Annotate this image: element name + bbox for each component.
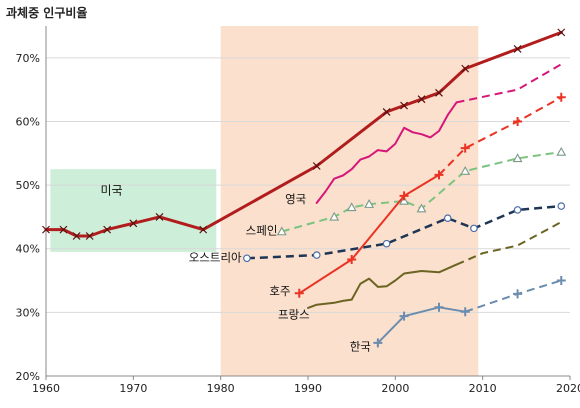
data-point-plus <box>556 276 566 286</box>
series-label: 오스트리아 <box>189 250 242 264</box>
series-line-dashed <box>438 96 562 176</box>
data-point-x <box>72 232 81 240</box>
data-point-x <box>435 88 443 97</box>
x-tick-label: 1960 <box>32 382 60 395</box>
series-label: 영국 <box>285 192 306 206</box>
y-tick-label: 60% <box>16 115 40 128</box>
series-line-solid <box>315 101 458 204</box>
grid-lines <box>46 57 570 313</box>
data-point-plus <box>513 289 523 299</box>
data-point-x <box>513 44 522 53</box>
data-point-circle <box>443 214 452 222</box>
data-point-triangle <box>460 165 471 175</box>
data-point-plus <box>556 92 566 102</box>
series-layer <box>42 28 567 348</box>
y-tick-label: 30% <box>16 306 40 319</box>
data-point-plus <box>373 338 383 348</box>
data-point-triangle <box>416 203 427 213</box>
series-6 <box>373 276 566 348</box>
series-line-dashed <box>456 63 562 104</box>
y-tick-label: 50% <box>16 179 40 192</box>
data-point-circle <box>243 254 251 263</box>
data-point-x <box>382 107 391 116</box>
axes: 20% 30% 40% 50% 60% 70% 1960 1970 1980 1990 2000 20… <box>16 26 580 395</box>
data-point-triangle <box>346 202 357 212</box>
series-5 <box>307 221 562 309</box>
data-point-x <box>155 212 164 221</box>
highlight-band-1 <box>220 26 479 376</box>
series-label: 스페인 <box>246 224 278 238</box>
highlight-bands <box>50 26 479 376</box>
series-line-solid <box>44 30 563 238</box>
data-point-circle <box>470 224 478 233</box>
series-4 <box>294 92 566 298</box>
x-tick-label: 2000 <box>381 382 409 395</box>
series-line-solid <box>307 263 458 309</box>
data-point-triangle <box>276 226 287 236</box>
data-point-x <box>59 225 68 234</box>
x-tick-label: 2010 <box>469 382 497 395</box>
data-point-x <box>85 232 94 240</box>
data-point-plus <box>513 116 523 126</box>
series-label: 호주 <box>269 284 290 298</box>
series-line-solid <box>376 306 467 344</box>
data-point-triangle <box>329 211 340 221</box>
series-label: 한국 <box>350 340 371 354</box>
data-point-plus <box>460 307 470 317</box>
series-1 <box>315 63 562 204</box>
series-2 <box>276 146 567 236</box>
y-tick-label: 70% <box>16 52 40 65</box>
data-point-plus <box>399 191 409 201</box>
series-line-solid <box>298 173 440 295</box>
data-point-triangle <box>512 153 523 163</box>
data-point-x <box>129 219 138 228</box>
y-tick-label: 40% <box>16 243 40 256</box>
data-point-x <box>42 225 50 234</box>
data-point-circle <box>312 251 321 259</box>
data-point-x <box>417 95 426 104</box>
data-point-plus <box>347 255 357 265</box>
x-tick-label: 1970 <box>119 382 147 395</box>
data-point-plus <box>399 311 409 321</box>
data-point-x <box>461 64 470 73</box>
series-label: 미국 <box>100 184 122 198</box>
data-point-circle <box>382 239 391 248</box>
data-point-triangle <box>399 195 410 205</box>
data-point-x <box>199 225 208 234</box>
x-tick-label: 1980 <box>207 382 235 395</box>
chart-y-title: 과체중 인구비율 <box>6 5 87 20</box>
data-point-circle <box>557 202 566 210</box>
data-point-triangle <box>556 146 567 156</box>
series-line-dashed <box>464 279 562 313</box>
y-tick-label: 20% <box>16 370 40 383</box>
series-3 <box>243 202 566 263</box>
data-point-triangle <box>364 199 375 208</box>
data-point-plus <box>460 143 470 153</box>
data-point-x <box>312 162 321 170</box>
series-0 <box>42 28 566 240</box>
x-tick-label: 1990 <box>294 382 322 395</box>
x-tick-label: 2020 <box>556 382 580 395</box>
data-point-x <box>103 225 112 234</box>
data-point-plus <box>434 170 444 180</box>
data-point-plus <box>434 302 444 312</box>
data-point-x <box>557 28 566 37</box>
series-line-dashed <box>281 151 562 233</box>
data-point-plus <box>294 288 304 298</box>
data-point-x <box>400 101 408 110</box>
series-line-dashed <box>456 221 562 266</box>
series-label: 프랑스 <box>278 308 310 322</box>
data-point-circle <box>513 206 522 214</box>
highlight-band-0 <box>50 169 217 252</box>
